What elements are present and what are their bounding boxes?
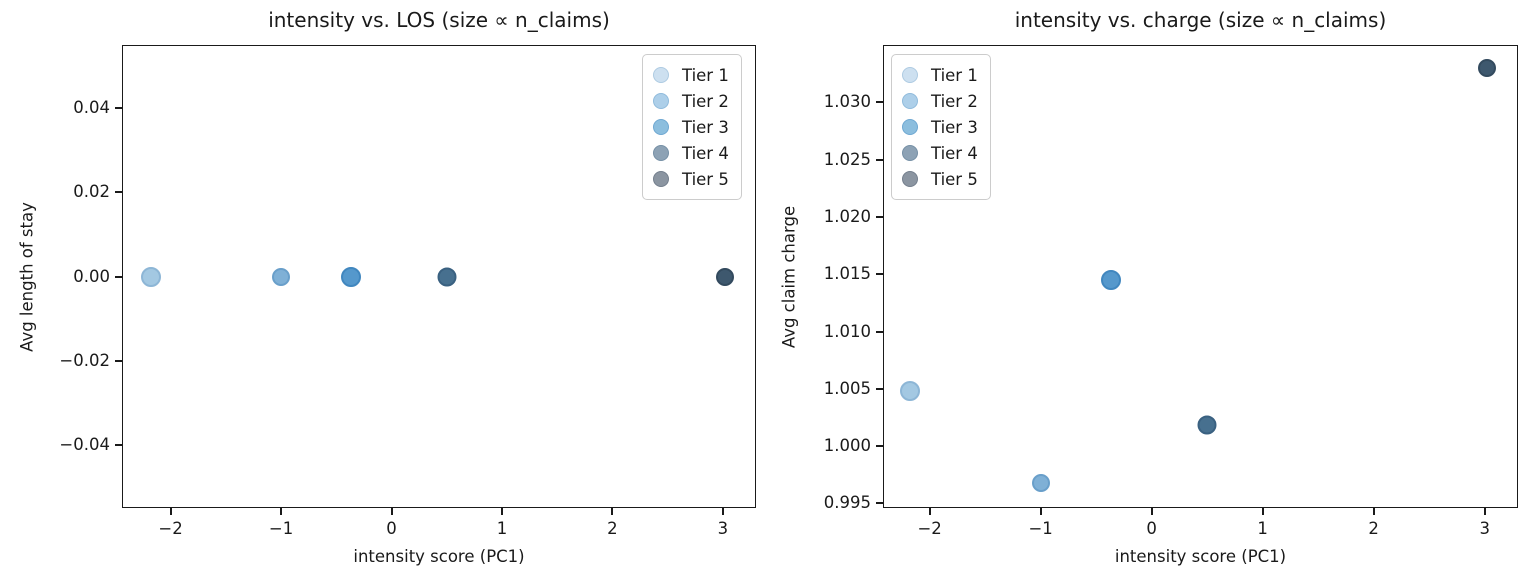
x-tick-mark <box>500 508 503 515</box>
x-axis-label-los: intensity score (PC1) <box>353 547 525 566</box>
legend-marker-icon <box>902 171 918 187</box>
scatter-point-tier-3 <box>340 266 361 287</box>
legend-marker-icon <box>653 145 669 161</box>
x-tick-label: 2 <box>607 519 618 538</box>
scatter-point-tier-4 <box>1197 415 1217 435</box>
legend-item-tier-3: Tier 3 <box>902 114 978 140</box>
x-tick-mark <box>611 508 614 515</box>
plot-title-los: intensity vs. LOS (size ∝ n_claims) <box>268 8 610 32</box>
y-tick-mark <box>876 273 883 276</box>
scatter-point-tier-5 <box>1477 58 1496 77</box>
legend-label: Tier 2 <box>931 91 978 111</box>
legend-label: Tier 4 <box>931 143 978 163</box>
y-tick-mark <box>876 387 883 390</box>
x-tick-label: 0 <box>386 519 397 538</box>
y-tick-mark <box>876 330 883 333</box>
y-tick-label: 1.005 <box>823 378 871 398</box>
legend-marker-icon <box>902 119 918 135</box>
legend-item-tier-4: Tier 4 <box>653 140 729 166</box>
legend-item-tier-1: Tier 1 <box>902 62 978 88</box>
legend-label: Tier 1 <box>931 65 978 85</box>
y-tick-label: 1.025 <box>823 149 871 169</box>
x-tick-label: 1 <box>496 519 508 538</box>
legend-los: Tier 1 Tier 2 Tier 3 Tier 4 Tier 5 <box>642 54 742 200</box>
x-tick-label: −1 <box>1028 519 1053 538</box>
x-tick-mark <box>721 508 724 515</box>
y-tick-mark <box>876 215 883 218</box>
y-tick-label: 1.020 <box>823 206 871 226</box>
y-tick-mark <box>876 101 883 104</box>
legend-item-tier-5: Tier 5 <box>902 166 978 192</box>
scatter-point-tier-1 <box>140 266 161 287</box>
y-tick-label: 0.00 <box>73 266 110 286</box>
scatter-point-tier-4 <box>437 267 457 286</box>
legend-item-tier-3: Tier 3 <box>653 114 729 140</box>
x-tick-label: 0 <box>1146 519 1157 538</box>
legend-label: Tier 1 <box>682 65 729 85</box>
x-tick-mark <box>1483 508 1486 515</box>
y-tick-label: −0.02 <box>59 350 110 370</box>
x-tick-mark <box>390 508 393 515</box>
legend-item-tier-2: Tier 2 <box>902 88 978 114</box>
y-tick-label: 0.02 <box>73 182 110 202</box>
legend-marker-icon <box>653 93 669 109</box>
y-tick-mark <box>115 359 122 362</box>
x-axis-label-charge: intensity score (PC1) <box>1114 547 1287 566</box>
legend-label: Tier 3 <box>931 117 978 137</box>
y-tick-mark <box>876 445 883 448</box>
legend-item-tier-1: Tier 1 <box>653 62 729 88</box>
y-tick-mark <box>876 158 883 161</box>
x-tick-label: −1 <box>268 519 294 538</box>
scatter-point-tier-2 <box>272 267 291 286</box>
legend-label: Tier 3 <box>682 117 729 137</box>
legend-label: Tier 5 <box>682 169 729 189</box>
legend-marker-icon <box>653 119 669 135</box>
x-tick-mark <box>928 508 931 515</box>
legend-label: Tier 5 <box>931 169 978 189</box>
plot-title-charge: intensity vs. charge (size ∝ n_claims) <box>1014 8 1387 32</box>
x-tick-label: −2 <box>158 519 183 538</box>
x-tick-mark <box>1372 508 1375 515</box>
y-tick-mark <box>876 502 883 505</box>
x-tick-mark <box>1039 508 1042 515</box>
y-tick-label: 1.000 <box>823 436 871 456</box>
y-tick-label: 1.010 <box>823 321 871 341</box>
legend-label: Tier 4 <box>682 143 729 163</box>
y-tick-label: 0.04 <box>73 98 110 118</box>
y-tick-mark <box>115 275 122 278</box>
legend-label: Tier 2 <box>682 91 729 111</box>
y-tick-label: 0.995 <box>823 493 871 513</box>
x-tick-mark <box>1150 508 1153 515</box>
y-tick-label: 1.015 <box>823 264 871 284</box>
scatter-point-tier-1 <box>899 381 920 402</box>
x-tick-mark <box>280 508 283 515</box>
y-tick-mark <box>115 443 122 446</box>
x-tick-label: −2 <box>917 519 942 538</box>
y-tick-label: 1.030 <box>823 92 871 112</box>
legend-marker-icon <box>902 67 918 83</box>
x-tick-label: 1 <box>1257 519 1268 538</box>
legend-marker-icon <box>902 145 918 161</box>
legend-marker-icon <box>653 171 669 187</box>
legend-marker-icon <box>902 93 918 109</box>
legend-marker-icon <box>653 67 669 83</box>
legend-item-tier-5: Tier 5 <box>653 166 729 192</box>
y-tick-label: −0.04 <box>59 434 110 454</box>
x-tick-mark <box>169 508 172 515</box>
y-tick-mark <box>115 107 122 110</box>
legend-item-tier-2: Tier 2 <box>653 88 729 114</box>
x-tick-label: 3 <box>1479 519 1490 538</box>
legend-item-tier-4: Tier 4 <box>902 140 978 166</box>
scatter-point-tier-5 <box>716 267 735 286</box>
x-tick-mark <box>1261 508 1264 515</box>
legend-charge: Tier 1 Tier 2 Tier 3 Tier 4 Tier 5 <box>891 54 991 200</box>
y-tick-mark <box>115 191 122 194</box>
x-tick-label: 2 <box>1368 519 1379 538</box>
scatter-point-tier-3 <box>1100 269 1121 290</box>
x-tick-label: 3 <box>717 519 729 538</box>
scatter-point-tier-2 <box>1031 473 1050 492</box>
